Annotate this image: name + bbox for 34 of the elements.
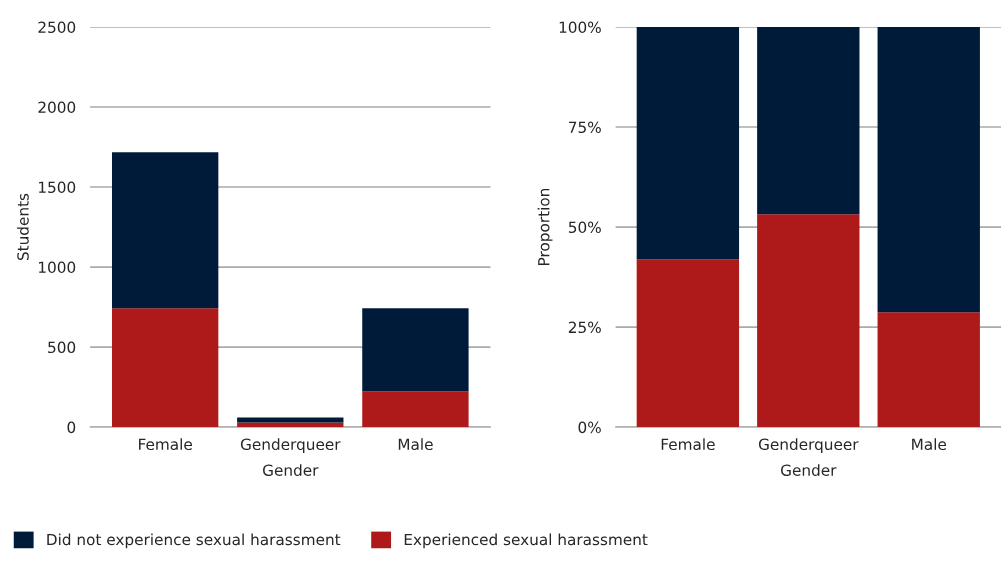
y-axis-title: Proportion: [537, 188, 553, 265]
x-tick-label: Male: [398, 438, 433, 451]
bar: [111, 152, 219, 309]
y-tick-label: 1000: [39, 261, 76, 274]
y-tick-label: 0: [67, 421, 76, 434]
bar: [237, 422, 344, 428]
y-tick-label: 2000: [38, 101, 76, 114]
x-axis-title: Gender: [781, 464, 837, 476]
y-tick-label: 500: [48, 341, 76, 354]
y-axis-title: Students: [16, 193, 29, 261]
legend-label: Experienced sexual harassment: [404, 533, 648, 549]
bar: [636, 26, 740, 260]
y-tick-label: 50%: [568, 221, 601, 234]
y-tick-label: 25%: [568, 321, 601, 334]
x-tick-label: Male: [912, 438, 947, 451]
x-tick-label: Genderqueer: [240, 438, 341, 454]
y-tick-label: 75%: [569, 121, 601, 134]
bar: [636, 259, 740, 428]
x-tick-label: Female: [139, 438, 192, 451]
x-axis-title: Gender: [263, 464, 319, 476]
bar: [362, 391, 469, 428]
y-tick-label: 0%: [578, 421, 601, 434]
bar: [757, 214, 860, 428]
x-tick-label: Female: [661, 438, 715, 451]
bar: [111, 308, 219, 428]
bar: [362, 308, 469, 392]
bar: [877, 26, 980, 313]
bar: [757, 26, 860, 215]
bar: [877, 312, 980, 428]
legend-label: Did not experience sexual harassment: [47, 533, 341, 549]
y-tick-label: 1500: [39, 181, 76, 194]
y-tick-label: 2500: [38, 21, 76, 33]
y-tick-label: 100%: [559, 21, 601, 33]
x-tick-label: Genderqueer: [758, 438, 859, 454]
